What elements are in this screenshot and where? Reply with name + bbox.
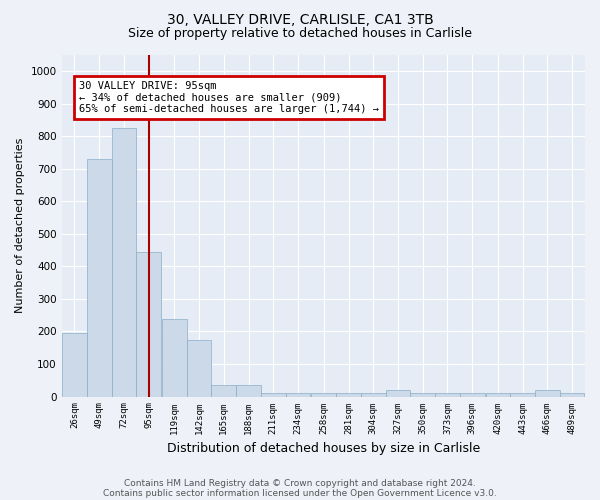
Bar: [386, 390, 410, 396]
X-axis label: Distribution of detached houses by size in Carlisle: Distribution of detached houses by size …: [167, 442, 480, 455]
Bar: [136, 252, 161, 396]
Bar: [286, 394, 310, 396]
Bar: [261, 394, 286, 396]
Bar: [460, 394, 485, 396]
Bar: [112, 128, 136, 396]
Text: Size of property relative to detached houses in Carlisle: Size of property relative to detached ho…: [128, 28, 472, 40]
Bar: [535, 390, 560, 396]
Y-axis label: Number of detached properties: Number of detached properties: [15, 138, 25, 314]
Text: 30 VALLEY DRIVE: 95sqm
← 34% of detached houses are smaller (909)
65% of semi-de: 30 VALLEY DRIVE: 95sqm ← 34% of detached…: [79, 81, 379, 114]
Text: Contains public sector information licensed under the Open Government Licence v3: Contains public sector information licen…: [103, 488, 497, 498]
Bar: [187, 340, 211, 396]
Text: Contains HM Land Registry data © Crown copyright and database right 2024.: Contains HM Land Registry data © Crown c…: [124, 478, 476, 488]
Bar: [510, 394, 535, 396]
Bar: [336, 394, 361, 396]
Bar: [410, 394, 435, 396]
Bar: [361, 394, 386, 396]
Bar: [560, 394, 584, 396]
Bar: [62, 333, 87, 396]
Bar: [311, 394, 336, 396]
Bar: [236, 385, 261, 396]
Bar: [435, 394, 460, 396]
Bar: [211, 385, 236, 396]
Bar: [87, 159, 112, 396]
Bar: [162, 319, 187, 396]
Text: 30, VALLEY DRIVE, CARLISLE, CA1 3TB: 30, VALLEY DRIVE, CARLISLE, CA1 3TB: [167, 12, 433, 26]
Bar: [485, 394, 510, 396]
